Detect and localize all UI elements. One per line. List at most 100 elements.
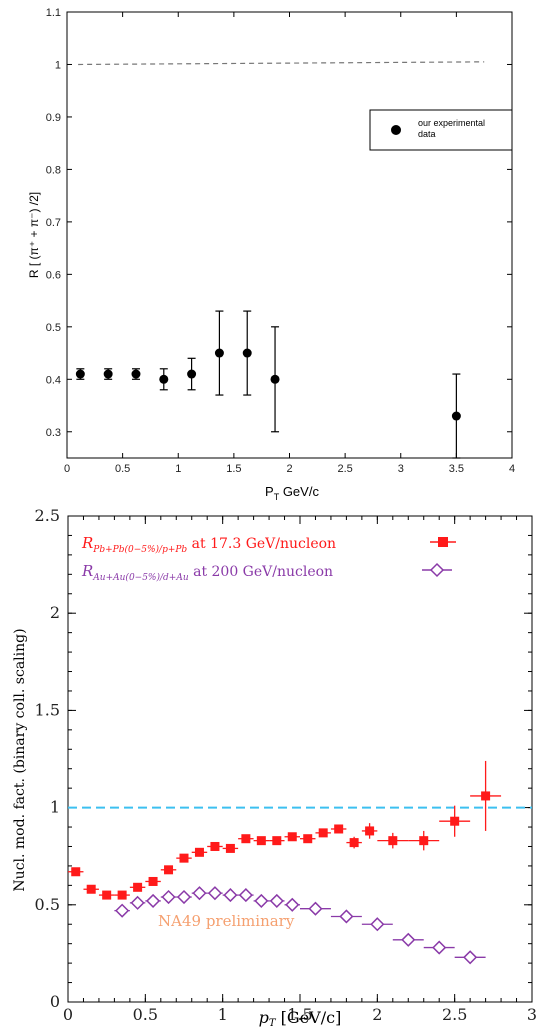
- top-legend-label-line2: data: [418, 129, 436, 139]
- top-y-tick-label: 0.8: [46, 164, 61, 176]
- legend-auau-sub: Au+Au(0−5%)/d+Au: [92, 572, 189, 583]
- top-data-point: [103, 369, 113, 379]
- top-x-axis-label-sub: T: [274, 492, 280, 502]
- pbpb-data-point: [210, 841, 220, 851]
- auau-data-point: [401, 932, 416, 947]
- top-data-point: [270, 374, 280, 384]
- pbpb-data-point: [194, 847, 204, 857]
- bottom-x-tick-label: 1: [218, 1005, 228, 1024]
- bottom-x-tick-label: 0: [63, 1005, 73, 1024]
- top-chart: 0 0.5 1 1.5 2 2.5 3 3.5 4 0.3 0.4 0.5 0.6 0.7 0.8 0.9 1…: [27, 7, 515, 502]
- top-y-ticks: 0.3 0.4 0.5 0.6 0.7 0.8 0.9 1 1.1: [46, 7, 512, 439]
- pbpb-data-point: [117, 890, 127, 900]
- auau-data-point: [223, 888, 238, 903]
- top-legend: our experimental data: [369, 109, 513, 151]
- auau-data-point: [115, 903, 130, 918]
- top-y-tick-label: 0.6: [46, 269, 61, 281]
- top-reference-dashed-line: [78, 61, 485, 66]
- bottom-x-tick-label: 0.5: [133, 1005, 158, 1024]
- bottom-y-tick-label: 1.5: [35, 700, 60, 719]
- bottom-x-axis-label-sub: T: [269, 1018, 277, 1028]
- legend-auau-marker: [429, 562, 445, 578]
- bottom-x-axis-label-p: p: [259, 1008, 269, 1027]
- top-y-tick-label: 0.9: [46, 112, 61, 124]
- auau-data-point: [370, 917, 385, 932]
- top-x-axis-label-unit: GeV/c: [279, 484, 319, 499]
- top-data-point: [159, 374, 169, 384]
- pbpb-data-point: [388, 836, 398, 846]
- top-data-point: [75, 369, 85, 379]
- bottom-x-axis-label-unit: [GeV/c]: [276, 1008, 342, 1027]
- pbpb-data-point: [164, 865, 174, 875]
- auau-data-point: [176, 889, 192, 905]
- top-x-tick-label: 2: [286, 463, 292, 475]
- pbpb-data-point: [303, 834, 313, 844]
- bottom-series-auau: [114, 886, 486, 965]
- auau-data-point: [463, 950, 478, 965]
- top-data-series: [75, 310, 461, 459]
- na49-preliminary-annotation: NA49 preliminary: [158, 912, 295, 930]
- bottom-x-axis-label: pT [GeV/c]: [259, 1008, 342, 1028]
- top-x-axis-label-p: P: [265, 484, 274, 499]
- top-data-point: [214, 348, 224, 358]
- pbpb-data-point: [102, 890, 112, 900]
- pbpb-data-point: [349, 838, 359, 848]
- pbpb-data-point: [365, 826, 375, 836]
- legend-pbpb-R: R: [81, 534, 93, 552]
- legend-auau-text: at 200 GeV/nucleon: [189, 564, 333, 580]
- legend-pbpb-text: at 17.3 GeV/nucleon: [187, 536, 336, 552]
- auau-data-point: [207, 886, 222, 901]
- top-x-tick-label: 3.5: [449, 463, 464, 475]
- top-x-ticks: 0 0.5 1 1.5 2 2.5 3 3.5 4: [64, 12, 515, 475]
- auau-data-point: [269, 893, 284, 908]
- bottom-plot-frame: [67, 515, 533, 1003]
- bottom-x-tick-label: 1.5: [287, 1005, 312, 1024]
- pbpb-data-point: [71, 867, 81, 877]
- top-reference-line: [78, 61, 485, 66]
- top-data-point: [131, 369, 141, 379]
- auau-data-point: [254, 893, 269, 908]
- auau-data-point: [285, 897, 300, 912]
- bottom-x-ticks: 0 0.5 1 1.5 2 2.5 3: [63, 516, 537, 1024]
- top-y-tick-label: 0.4: [46, 374, 61, 386]
- legend-pbpb-sub: Pb+Pb(0−5%)/p+Pb: [92, 544, 187, 555]
- bottom-y-tick-label: 1: [50, 798, 60, 817]
- auau-data-point: [308, 901, 323, 916]
- auau-data-point: [130, 895, 145, 910]
- top-plot-frame: [66, 11, 513, 459]
- bottom-y-axis-label: Nucl. mod. fact. (binary coll. scaling): [12, 628, 28, 891]
- pbpb-data-point: [318, 828, 328, 838]
- top-y-tick-label: 1.1: [46, 7, 61, 19]
- top-y-tick-label: 0.3: [46, 427, 61, 439]
- pbpb-data-point: [133, 882, 143, 892]
- top-x-tick-label: 3: [398, 463, 404, 475]
- pbpb-data-point: [481, 791, 491, 801]
- top-y-tick-label: 1: [55, 59, 61, 71]
- pbpb-data-point: [86, 884, 96, 894]
- pbpb-data-point: [334, 824, 344, 834]
- auau-data-point: [146, 893, 161, 908]
- legend-pbpb-label: RPb+Pb(0−5%)/p+Pb at 17.3 GeV/nucleon: [81, 534, 336, 555]
- pbpb-data-point: [241, 834, 251, 844]
- top-x-tick-label: 2.5: [337, 463, 352, 475]
- top-y-axis-label: R [ (π⁺ + π⁻) /2]: [27, 192, 41, 278]
- top-y-tick-label: 0.7: [46, 217, 61, 229]
- top-data-point: [187, 369, 197, 379]
- auau-data-point: [339, 909, 354, 924]
- bottom-x-tick-label: 2.5: [442, 1005, 467, 1024]
- top-data-point: [242, 348, 252, 358]
- pbpb-data-point: [179, 853, 189, 863]
- pbpb-data-point: [148, 876, 158, 886]
- pbpb-data-point: [287, 832, 297, 842]
- pbpb-data-point: [256, 836, 266, 846]
- auau-data-point: [192, 886, 207, 901]
- auau-data-point: [432, 940, 447, 955]
- bottom-x-tick-label: 3: [527, 1005, 537, 1024]
- pbpb-data-point: [272, 836, 282, 846]
- top-legend-label-line1: our experimental: [418, 118, 485, 128]
- legend-auau-label: RAu+Au(0−5%)/d+Au at 200 GeV/nucleon: [81, 562, 333, 583]
- top-x-tick-label: 1.5: [226, 463, 241, 475]
- bottom-y-tick-label: 0.5: [35, 895, 60, 914]
- bottom-y-tick-label: 2: [50, 603, 60, 622]
- top-x-tick-label: 1: [175, 463, 181, 475]
